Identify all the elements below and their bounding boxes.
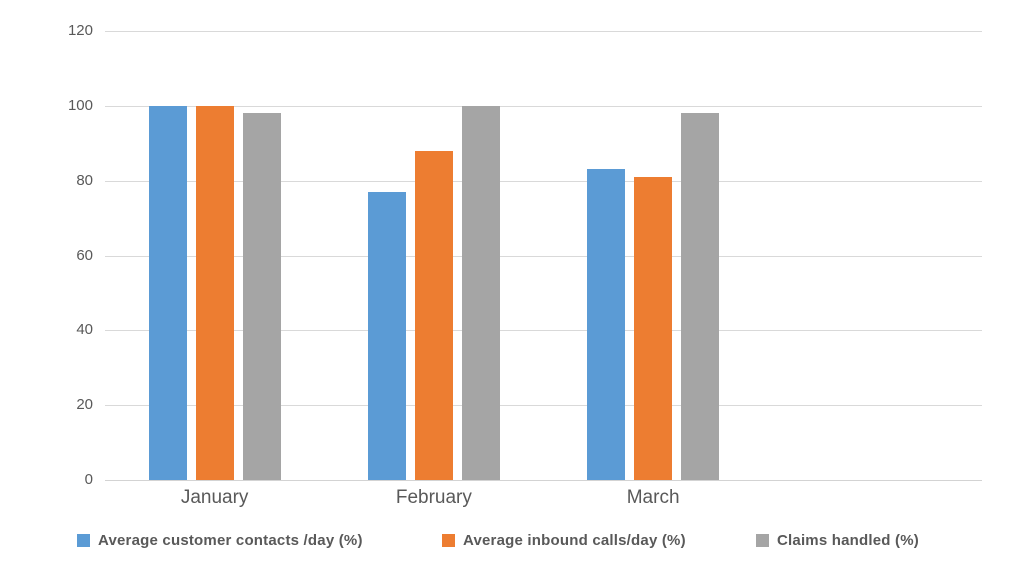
y-tick-label: 20 [76, 396, 93, 414]
bar [461, 105, 500, 480]
y-tick-label: 40 [76, 321, 93, 339]
legend-swatch-icon [77, 533, 90, 547]
gridline [105, 180, 982, 182]
x-category-label: January [180, 487, 249, 508]
legend-swatch-icon [442, 533, 455, 547]
y-axis: 0 20 40 60 80 100 120 [0, 0, 93, 577]
legend-label: Average customer contacts /day (%) [98, 531, 363, 549]
bar-group-february [367, 105, 500, 480]
bar-slots [105, 31, 982, 480]
gridline [105, 255, 982, 257]
plot-area [105, 31, 982, 481]
legend: Average customer contacts /day (%) Averag… [0, 529, 1024, 551]
bar [634, 176, 673, 480]
category-slot [324, 31, 543, 480]
bar [414, 150, 453, 480]
legend-item: Average customer contacts /day (%) [77, 529, 363, 551]
bar [242, 113, 281, 480]
legend-label: Average inbound calls/day (%) [463, 531, 686, 549]
x-axis: January February March [105, 487, 982, 509]
bar [148, 105, 187, 480]
gridline [105, 330, 982, 332]
x-category-label: February [395, 487, 472, 508]
bar [367, 191, 406, 480]
category-slot [763, 31, 982, 480]
x-category-label [763, 487, 982, 509]
bar [681, 113, 720, 480]
bar [587, 169, 626, 480]
category-slot [544, 31, 763, 480]
gridline [105, 405, 982, 407]
bar-group-january [148, 105, 281, 480]
category-slot [105, 31, 324, 480]
y-tick-label: 120 [67, 22, 93, 39]
legend-item: Claims handled (%) [756, 529, 919, 551]
gridline [105, 105, 982, 107]
legend-label: Claims handled (%) [777, 531, 919, 549]
legend-item: Average inbound calls/day (%) [442, 529, 686, 551]
y-tick-label: 60 [76, 246, 93, 264]
y-tick-label: 80 [76, 171, 93, 189]
y-tick-label: 0 [84, 471, 93, 488]
gridline [105, 31, 982, 32]
bar-group-march [587, 113, 720, 480]
x-axis-line [105, 480, 982, 481]
y-tick-label: 100 [67, 96, 93, 114]
bar [195, 105, 234, 480]
legend-swatch-icon [756, 533, 769, 547]
x-category-label: March [626, 487, 680, 508]
